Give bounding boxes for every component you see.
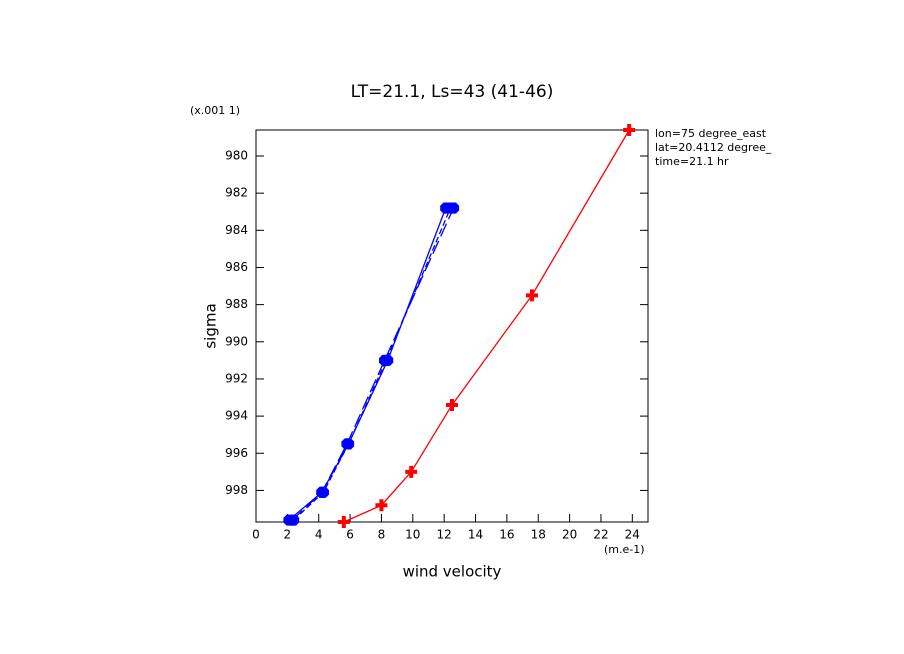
x-tick-label: 4 [315, 528, 323, 542]
x-tick-label: 24 [625, 528, 640, 542]
marker [405, 465, 418, 478]
y-tick-label: 992 [225, 371, 248, 385]
y-axis-label: sigma [202, 303, 220, 348]
x-tick-label: 6 [346, 528, 354, 542]
x-tick-label: 18 [531, 528, 546, 542]
marker [448, 202, 460, 214]
y-tick-label: 998 [225, 483, 248, 497]
series-line [293, 207, 452, 521]
x-tick-label: 14 [468, 528, 483, 542]
annotation: time=21.1 hr [655, 155, 729, 168]
x-tick-label: 0 [252, 528, 260, 542]
marker [525, 289, 538, 302]
marker [316, 486, 328, 498]
y-unit: (x.001 1) [190, 104, 240, 117]
chart-title: LT=21.1, Ls=43 (41-46) [351, 82, 554, 102]
x-tick-label: 2 [284, 528, 292, 542]
marker [337, 516, 350, 528]
x-tick-label: 16 [499, 528, 514, 542]
y-tick-label: 980 [225, 149, 248, 163]
marker [379, 354, 391, 366]
y-tick-label: 990 [225, 334, 248, 348]
marker [375, 499, 388, 512]
y-tick-label: 986 [225, 260, 248, 274]
x-tick-label: 12 [437, 528, 452, 542]
y-tick-label: 994 [225, 409, 248, 423]
annotation: lon=75 degree_east [655, 127, 767, 140]
x-tick-label: 22 [593, 528, 608, 542]
y-tick-label: 982 [225, 186, 248, 200]
y-tick-label: 996 [225, 446, 248, 460]
marker [446, 398, 458, 411]
x-tick-label: 10 [405, 528, 420, 542]
plot-frame [255, 129, 649, 523]
x-axis-label: wind velocity [403, 563, 502, 581]
marker [623, 124, 636, 136]
annotation: lat=20.4112 degree_ [655, 141, 772, 154]
x-tick-label: 8 [378, 528, 386, 542]
series-line [291, 207, 455, 521]
x-tick-label: 20 [562, 528, 577, 542]
marker [286, 514, 298, 526]
series-line [343, 129, 630, 523]
series-line [288, 207, 447, 521]
y-tick-label: 984 [225, 223, 248, 237]
x-unit: (m.e-1) [604, 543, 645, 556]
y-tick-label: 988 [225, 297, 248, 311]
marker [341, 438, 353, 450]
